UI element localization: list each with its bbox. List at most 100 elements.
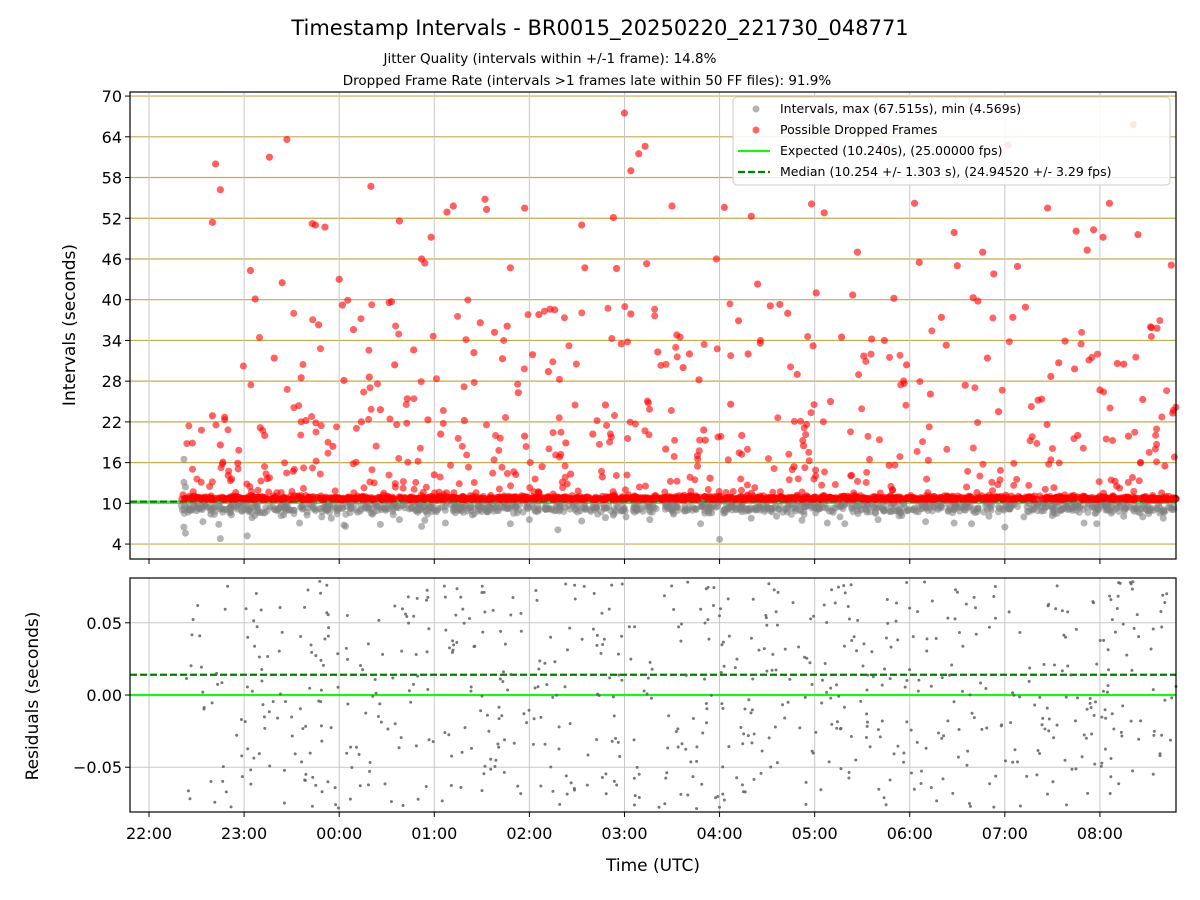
residual-point — [1110, 618, 1114, 622]
residual-point — [221, 779, 225, 783]
residual-point — [911, 635, 915, 639]
interval-point — [887, 508, 895, 516]
interval-point — [814, 503, 822, 511]
residual-point — [1113, 630, 1117, 634]
residual-point — [1055, 584, 1059, 588]
dropped-frame-point — [994, 408, 1003, 416]
residual-point — [1074, 767, 1078, 771]
interval-point — [251, 503, 259, 511]
residual-point — [378, 702, 382, 706]
residual-point — [563, 685, 567, 689]
dropped-frame-point — [562, 493, 571, 501]
dropped-frame-point — [246, 483, 254, 491]
residual-point — [805, 656, 809, 660]
dropped-frame-point — [462, 336, 470, 344]
residual-point — [489, 767, 493, 771]
dropped-frame-point — [261, 463, 269, 471]
residual-point — [1151, 772, 1155, 776]
residual-point — [709, 693, 713, 697]
residual-point — [226, 584, 230, 588]
residual-point — [303, 605, 307, 609]
interval-point — [532, 508, 540, 516]
dropped-frame-point — [1152, 431, 1160, 439]
residuals-y-axis-label: Residuals (seconds) — [23, 612, 43, 781]
residual-point — [448, 646, 452, 650]
interval-point — [1020, 513, 1028, 521]
residual-point — [941, 777, 945, 781]
dropped-frame-point — [373, 380, 381, 388]
dropped-frame-point — [662, 445, 670, 453]
dropped-frame-point — [290, 465, 298, 473]
interval-point — [357, 505, 365, 513]
residual-point — [565, 792, 569, 796]
dropped-frame-point — [316, 345, 324, 353]
residual-point — [676, 745, 680, 749]
residual-point — [720, 702, 724, 706]
residual-point — [1151, 688, 1155, 692]
dropped-frame-point — [609, 488, 617, 496]
dropped-frame-point — [1012, 494, 1020, 502]
residual-point — [282, 768, 286, 772]
residual-point — [1028, 666, 1032, 670]
dropped-frame-point — [399, 478, 407, 486]
residual-point — [865, 724, 869, 728]
dropped-frame-point — [784, 309, 792, 317]
dropped-frame-point — [309, 316, 317, 324]
residual-point — [700, 782, 704, 786]
dropped-frame-point — [621, 303, 629, 311]
residual-point — [750, 741, 754, 745]
residual-point — [308, 751, 312, 755]
dropped-frame-point — [974, 297, 982, 305]
residual-point — [496, 742, 500, 746]
residual-point — [1117, 782, 1121, 786]
residual-point — [373, 677, 377, 681]
residual-point — [843, 591, 847, 595]
dropped-frame-point — [601, 401, 610, 409]
interval-point — [327, 514, 335, 522]
residual-point — [1130, 587, 1134, 591]
dropped-frame-point — [701, 436, 709, 444]
interval-point — [193, 507, 201, 515]
dropped-frame-point — [926, 390, 934, 398]
interval-point — [261, 509, 269, 517]
intervals-y-tick-label: 28 — [102, 372, 122, 391]
dropped-frame-point — [360, 388, 368, 396]
x-tick-label: 04:00 — [697, 824, 743, 843]
dropped-frame-point — [805, 457, 813, 465]
residual-point — [277, 649, 281, 653]
intervals-y-axis-label: Intervals (seconds) — [60, 244, 80, 406]
dropped-frame-point — [809, 342, 817, 350]
dropped-frame-point — [502, 413, 510, 421]
residual-point — [1038, 752, 1042, 756]
residual-point — [970, 711, 974, 715]
residual-point — [645, 692, 649, 696]
dropped-frame-point — [404, 458, 412, 466]
residual-point — [684, 747, 688, 751]
residual-point — [1149, 647, 1153, 651]
residual-point — [424, 785, 428, 789]
dropped-frame-point — [419, 493, 427, 502]
dropped-frame-point — [312, 428, 320, 436]
residual-point — [871, 675, 875, 679]
residual-point — [820, 701, 824, 705]
dropped-frame-point — [357, 315, 365, 323]
dropped-frame-point — [454, 312, 462, 320]
dropped-frame-point — [557, 428, 565, 436]
residual-point — [334, 803, 338, 807]
dropped-frame-point — [801, 464, 809, 472]
residual-point — [224, 790, 228, 794]
residual-point — [1043, 727, 1047, 731]
interval-point — [506, 520, 514, 528]
dropped-frame-point — [331, 487, 339, 495]
interval-point — [708, 509, 716, 517]
interval-point — [756, 506, 764, 514]
interval-point — [714, 502, 722, 510]
residual-point — [727, 745, 731, 749]
residual-point — [393, 604, 397, 608]
dropped-frame-point — [270, 495, 279, 503]
residual-point — [604, 792, 608, 796]
residual-point — [1109, 598, 1113, 602]
dropped-frame-points — [178, 109, 1180, 504]
residual-point — [346, 702, 350, 706]
residual-point — [320, 739, 324, 743]
